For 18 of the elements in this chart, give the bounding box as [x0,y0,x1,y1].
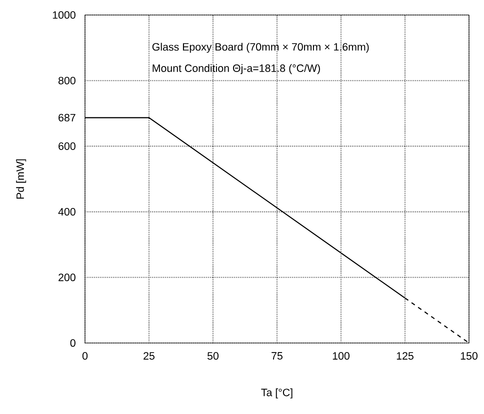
x-tick-label: 125 [396,352,414,360]
x-tick-label: 0 [82,352,88,360]
y-axis-title: Pd [mW] [16,159,26,199]
x-tick-label: 75 [272,352,282,360]
x-tick-label: 100 [332,352,350,360]
y-tick-label: 1000 [52,11,76,19]
annotation: Glass Epoxy Board (70mm × 70mm × 1.6mm) [152,42,369,53]
x-tick-label: 50 [207,352,219,360]
x-axis-title: Ta [°C] [261,388,292,398]
x-tick-label: 25 [144,352,154,360]
y-tick-label: 600 [58,142,76,150]
x-tick-label: 150 [460,352,478,360]
y-tick-label: 687 [58,114,76,122]
annotation: Mount Condition Θj-a=181.8 (°C/W) [152,64,320,74]
y-tick-label: 200 [58,274,76,282]
y-tick-label: 800 [58,76,76,84]
y-tick-label: 0 [70,339,76,347]
y-tick-label: 400 [58,208,76,216]
